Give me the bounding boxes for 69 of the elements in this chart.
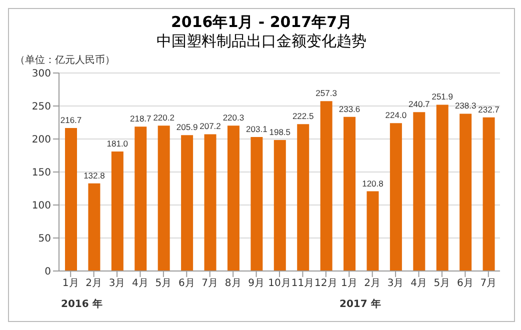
bar	[413, 112, 426, 271]
bar	[460, 114, 472, 271]
x-tick-label: 9月	[248, 278, 264, 290]
data-label: 198.5	[269, 126, 291, 137]
data-label: 251.9	[432, 92, 454, 102]
x-tick-label: 1月	[340, 278, 358, 290]
x-tick-label: 7月	[480, 278, 497, 290]
data-label: 240.7	[408, 99, 430, 110]
data-label: 238.3	[454, 100, 476, 111]
x-tick-label: 1月	[62, 278, 79, 290]
bar	[274, 140, 286, 271]
bar	[366, 191, 379, 271]
bar	[250, 136, 263, 271]
bar	[134, 126, 147, 271]
y-tick-label: 250	[32, 102, 51, 113]
x-tick-label: 6月	[178, 278, 195, 290]
x-tick-label: 7月	[202, 278, 218, 290]
bar	[344, 116, 356, 271]
bar	[65, 128, 77, 271]
bar	[181, 135, 194, 271]
x-tick-label: 12月	[314, 278, 338, 290]
data-label: 220.3	[222, 112, 244, 123]
y-tick-label: 50	[38, 234, 51, 245]
x-tick-label: 6月	[456, 278, 474, 290]
y-axis-title: （单位：亿元人民币）	[15, 54, 115, 67]
data-label: 224.0	[385, 110, 407, 120]
data-label: 257.3	[316, 88, 338, 98]
data-label: 216.7	[60, 114, 82, 125]
x-tick-label: 4月	[410, 278, 427, 290]
bar	[320, 101, 332, 271]
y-tick-label: 300	[32, 68, 51, 80]
x-tick-label: 11月	[291, 278, 314, 290]
x-tick-label: 2月	[364, 278, 381, 290]
bar	[158, 126, 170, 271]
x-tick-label: 3月	[387, 278, 404, 290]
data-label: 132.8	[84, 170, 106, 180]
data-label: 218.7	[130, 114, 152, 124]
chart-subtitle: 中国塑料制品出口金额变化趋势	[156, 32, 368, 51]
chart-title: 2016年1月 - 2017年7月	[170, 13, 354, 32]
text: 2016 年	[61, 298, 102, 311]
y-tick-label: 150	[32, 168, 51, 179]
bar	[482, 117, 495, 271]
data-label: 205.9	[176, 122, 198, 132]
bar	[227, 126, 240, 271]
bar	[204, 134, 216, 271]
x-tick-label: 8月	[224, 278, 242, 290]
bar	[297, 124, 310, 271]
data-label: 233.6	[338, 104, 360, 114]
data-label: 220.2	[153, 112, 175, 123]
data-label: 207.2	[200, 121, 222, 132]
data-label: 120.8	[362, 178, 384, 188]
bar	[390, 123, 402, 271]
y-tick-label: 0	[44, 266, 51, 278]
bar	[436, 104, 448, 271]
data-label: 203.1	[246, 124, 268, 134]
data-label: 181.0	[106, 138, 128, 149]
bar	[88, 183, 100, 271]
x-tick-label: 2月	[86, 278, 102, 290]
y-tick-label: 100	[32, 200, 51, 212]
bar	[111, 152, 124, 271]
y-tick-label: 200	[32, 134, 51, 146]
x-tick-label: 3月	[108, 278, 126, 290]
x-tick-label: 5月	[155, 278, 172, 290]
x-tick-label: 4月	[132, 278, 148, 290]
x-tick-label: 10月	[268, 278, 291, 290]
data-label: 222.5	[292, 111, 314, 122]
x-tick-label: 5月	[434, 278, 450, 290]
data-label: 232.7	[478, 104, 500, 114]
text: 2017 年	[340, 298, 381, 311]
